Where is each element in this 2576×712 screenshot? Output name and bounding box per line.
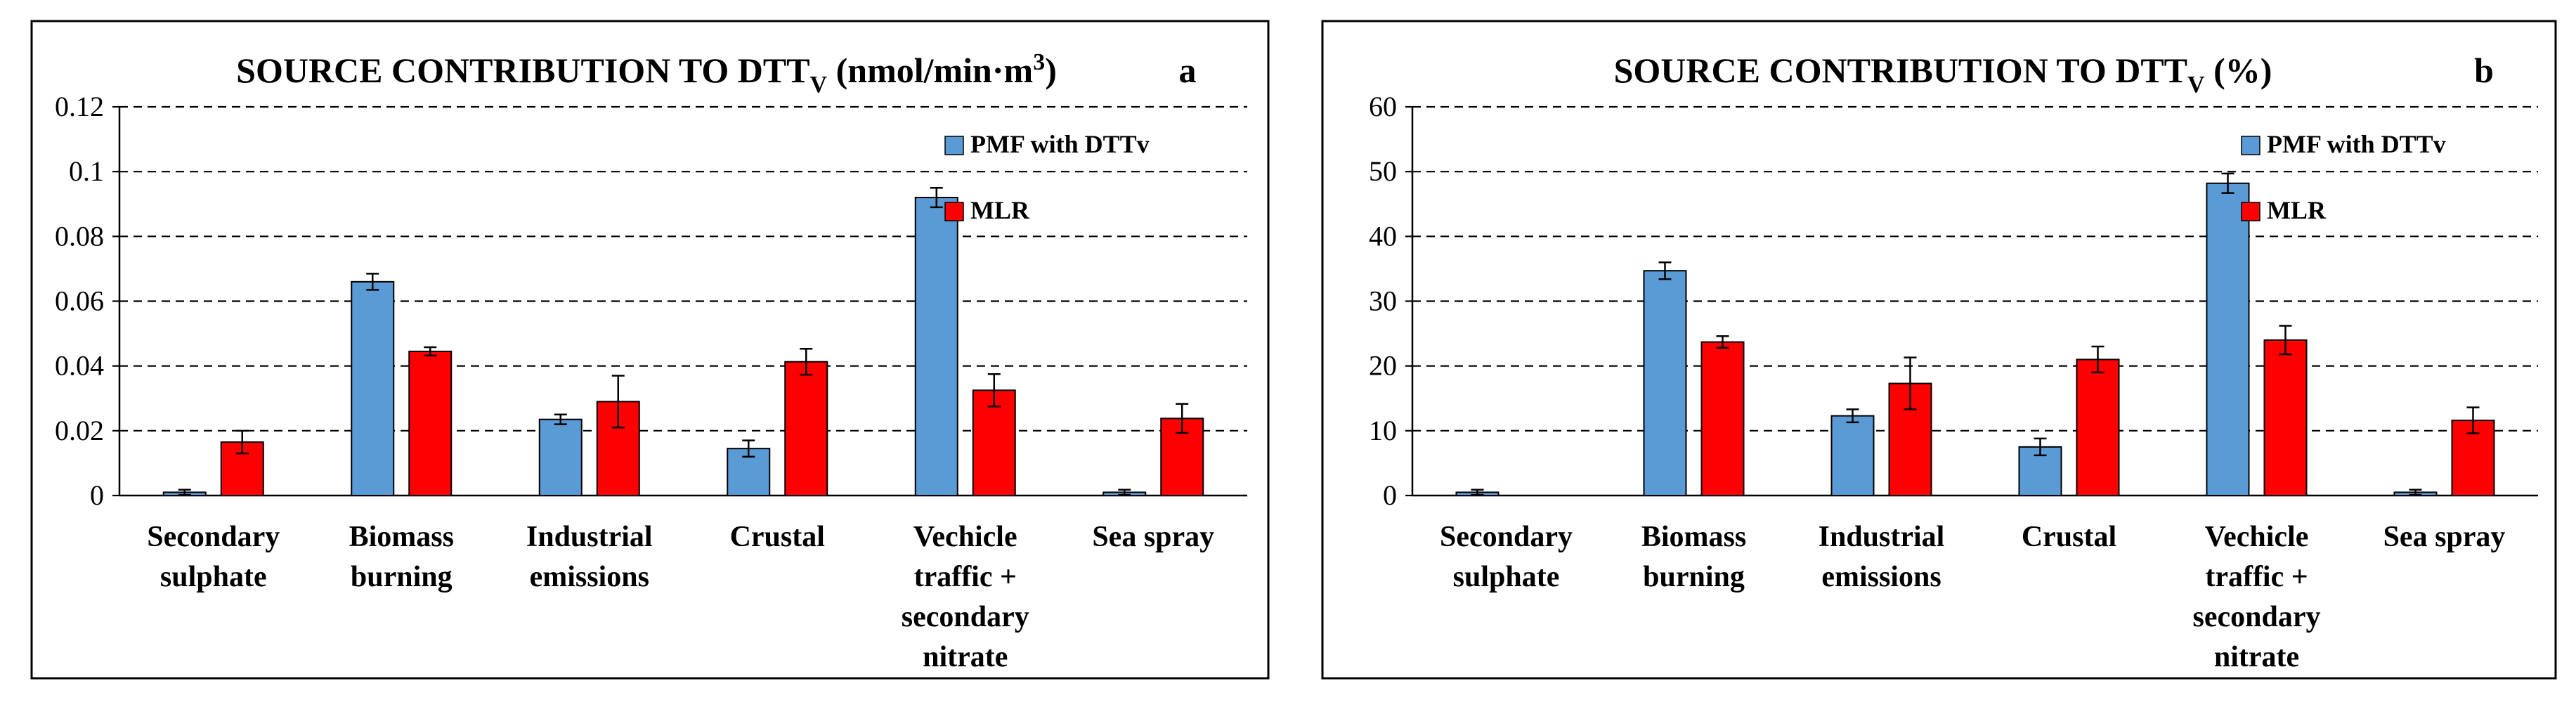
y-tick-label: 0.06 <box>55 285 104 317</box>
y-tick-label: 50 <box>1369 155 1397 187</box>
panel-b: SOURCE CONTRIBUTION TO DTTV (%) b 0 10 20 30 4… <box>1321 20 2557 680</box>
x-category-label-line: Sea spray <box>1092 521 1214 553</box>
title-subscript: V <box>810 72 828 98</box>
x-category-label-line: traffic + <box>914 561 1017 593</box>
bar-mlr <box>784 361 828 497</box>
legend-swatch-mlr <box>2241 202 2260 221</box>
x-category-label: Industrial emissions <box>526 521 653 593</box>
x-category-label-line: Secondary <box>147 521 280 553</box>
x-category-label-line: Biomass <box>1641 521 1746 553</box>
x-category-label-line: Crustal <box>2022 521 2116 553</box>
y-tick-label: 0.04 <box>55 350 104 382</box>
y-tick-label: 0.02 <box>55 415 104 446</box>
bar-pmf <box>351 280 395 496</box>
x-category-label: Sea spray <box>1092 521 1214 553</box>
legend-label-pmf: PMF with DTTv <box>2267 130 2446 158</box>
y-tick-label: 0.1 <box>69 155 104 187</box>
bar-pmf <box>914 197 958 496</box>
x-category-label: Industrial emissions <box>1819 521 1945 593</box>
legend-swatch-mlr <box>944 202 964 221</box>
x-category-label-line: Industrial <box>526 521 653 553</box>
title-unit-superscript: 3 <box>1033 49 1045 75</box>
x-category-label: Vechicle traffic + secondary nitrate <box>2193 521 2321 673</box>
x-category-label-line: emissions <box>1821 561 1941 593</box>
y-tick-label: 40 <box>1369 220 1397 252</box>
legend-label-mlr: MLR <box>2267 196 2327 224</box>
y-tick-label: 0 <box>90 479 104 511</box>
bar-mlr <box>2263 339 2308 496</box>
bar-pmf <box>2206 182 2250 496</box>
x-category-label: Secondary sulphate <box>1440 521 1573 593</box>
bar-pmf <box>1643 270 1687 496</box>
x-category-label-line: Biomass <box>349 521 454 553</box>
title-unit: (nmol/min·m <box>827 51 1033 90</box>
y-tick-label: 0.08 <box>55 220 104 252</box>
bar-mlr <box>972 389 1016 497</box>
bar-mlr <box>1700 341 1745 496</box>
y-tick-label: 10 <box>1369 415 1397 446</box>
x-category-label-line: sulphate <box>1453 561 1560 593</box>
legend-swatch-pmf <box>2241 136 2260 155</box>
x-category-label-line: Sea spray <box>2383 521 2506 553</box>
x-category-label-line: Vechicle <box>2205 521 2309 553</box>
bar-mlr <box>408 350 453 496</box>
x-category-label: Crustal <box>730 521 825 553</box>
x-category-label: Vechicle traffic + secondary nitrate <box>902 521 1029 673</box>
x-category-label-line: traffic + <box>2205 561 2308 593</box>
panel-letter: a <box>1179 51 1197 90</box>
chart-title: SOURCE CONTRIBUTION TO DTTV (nmol/min·m3… <box>236 49 1057 98</box>
x-category-label: Sea spray <box>2383 521 2506 553</box>
x-category-label-line: burning <box>1643 561 1745 593</box>
x-category-label: Secondary sulphate <box>147 521 280 593</box>
title-unit-close: ) <box>1045 51 1057 90</box>
x-category-label-line: secondary <box>2193 601 2321 633</box>
bar-pmf <box>1830 415 1875 497</box>
y-tick-label: 20 <box>1369 350 1397 382</box>
y-tick-label: 0 <box>1383 479 1397 511</box>
x-category-label-line: Crustal <box>730 521 825 553</box>
x-category-label-line: Secondary <box>1440 521 1573 553</box>
x-category-label: Biomass burning <box>349 521 454 593</box>
panel-a: SOURCE CONTRIBUTION TO DTTV (nmol/min·m3… <box>30 20 1270 680</box>
x-category-label: Biomass burning <box>1641 521 1746 593</box>
legend-label-mlr: MLR <box>970 196 1030 224</box>
bar-pmf <box>538 418 583 496</box>
y-tick-label: 0.12 <box>55 91 104 122</box>
y-tick-label: 30 <box>1369 285 1397 317</box>
legend-swatch-pmf <box>944 136 964 155</box>
panel-letter: b <box>2474 51 2494 90</box>
x-category-label-line: Industrial <box>1819 521 1945 553</box>
title-main-text: SOURCE CONTRIBUTION TO DTT <box>1614 51 2187 90</box>
x-category-label-line: nitrate <box>923 641 1008 673</box>
x-category-label-line: sulphate <box>160 561 267 593</box>
x-category-label-line: burning <box>351 561 453 593</box>
bar-mlr <box>2076 358 2120 497</box>
legend-label-pmf: PMF with DTTv <box>970 130 1150 158</box>
panel-frame <box>1321 20 2557 680</box>
x-category-label-line: nitrate <box>2214 641 2299 673</box>
x-category-label-line: emissions <box>530 561 649 593</box>
title-unit: (%) <box>2205 51 2272 90</box>
x-category-label-line: Vechicle <box>913 521 1017 553</box>
x-category-label-line: secondary <box>902 601 1029 633</box>
title-main-text: SOURCE CONTRIBUTION TO DTT <box>236 51 809 90</box>
x-category-label: Crustal <box>2022 521 2116 553</box>
panel-frame <box>30 20 1270 680</box>
y-tick-label: 60 <box>1369 91 1397 122</box>
title-subscript: V <box>2187 72 2205 98</box>
chart-title: SOURCE CONTRIBUTION TO DTTV (%) <box>1614 51 2272 98</box>
